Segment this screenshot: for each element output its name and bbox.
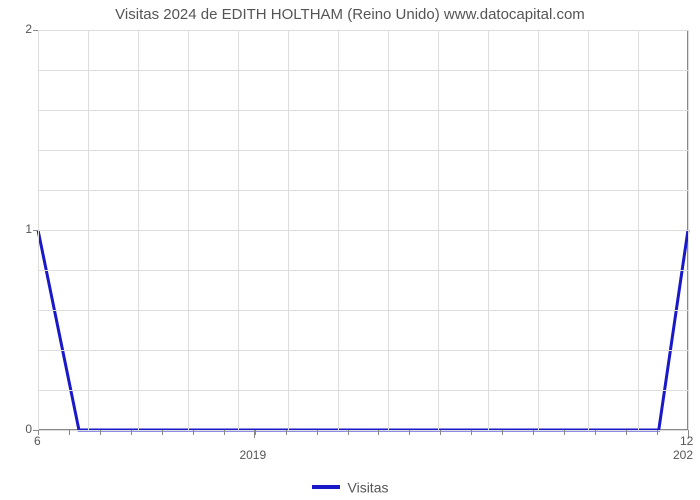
grid-line — [38, 270, 688, 271]
grid-line — [38, 110, 688, 111]
x-tick — [533, 430, 534, 435]
x-tick — [440, 430, 441, 435]
grid-line — [38, 230, 688, 231]
legend-swatch — [312, 485, 340, 489]
x-tick-label: 202 — [673, 448, 693, 462]
grid-line — [38, 70, 688, 71]
x-tick — [224, 430, 225, 435]
x-tick — [100, 430, 101, 435]
x-tick — [69, 430, 70, 435]
x-tick — [348, 430, 349, 435]
x-tick — [162, 430, 163, 435]
x-under-label: 12 — [680, 434, 693, 448]
x-tick — [317, 430, 318, 435]
chart-title: Visitas 2024 de EDITH HOLTHAM (Reino Uni… — [0, 6, 700, 23]
x-tick — [471, 430, 472, 435]
y-tick-label: 2 — [25, 22, 32, 36]
plot-area — [38, 30, 688, 430]
x-tick — [286, 430, 287, 435]
x-major-tick — [254, 430, 255, 438]
x-tick — [564, 430, 565, 435]
x-tick — [502, 430, 503, 435]
grid-line — [38, 350, 688, 351]
x-tick — [595, 430, 596, 435]
x-tick — [131, 430, 132, 435]
y-tick — [33, 230, 38, 231]
y-tick — [33, 30, 38, 31]
chart-container: { "chart": { "type": "line", "title": "V… — [0, 0, 700, 500]
grid-line — [38, 190, 688, 191]
x-tick — [626, 430, 627, 435]
grid-line — [38, 310, 688, 311]
legend: Visitas — [0, 478, 700, 495]
y-tick-label: 0 — [25, 422, 32, 436]
y-tick-label: 1 — [25, 222, 32, 236]
x-tick — [409, 430, 410, 435]
x-under-label: 6 — [34, 434, 41, 448]
grid-line — [38, 430, 688, 431]
grid-line — [38, 150, 688, 151]
legend-label: Visitas — [348, 479, 389, 495]
x-tick — [378, 430, 379, 435]
grid-line — [38, 30, 688, 31]
x-tick — [657, 430, 658, 435]
x-tick-label: 2019 — [239, 448, 266, 462]
x-tick — [193, 430, 194, 435]
grid-line — [688, 30, 689, 430]
grid-line — [38, 390, 688, 391]
